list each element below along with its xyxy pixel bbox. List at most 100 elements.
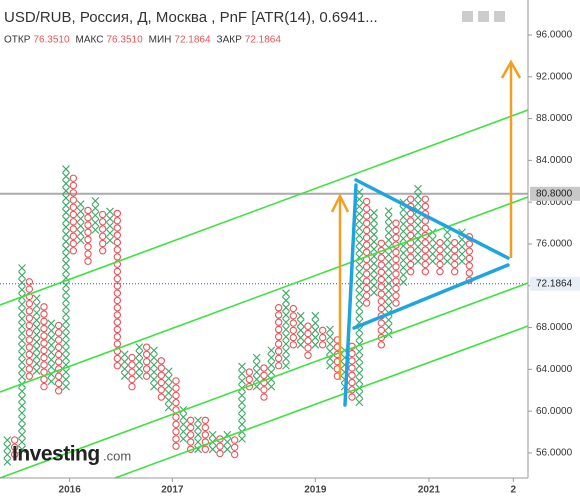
- o-box: [230, 450, 239, 459]
- o-box: [436, 246, 444, 254]
- o-box: [392, 219, 400, 227]
- o-box: [436, 267, 444, 276]
- o-box: [421, 260, 430, 269]
- o-box: [113, 354, 122, 363]
- o-box: [392, 255, 400, 264]
- o-box: [348, 371, 356, 380]
- o-box: [84, 235, 92, 244]
- o-box: [25, 357, 34, 366]
- x-box: [18, 322, 26, 330]
- o-box: [436, 238, 444, 247]
- x-box: [355, 224, 364, 233]
- x-box: [150, 346, 158, 355]
- x-box: [32, 367, 41, 375]
- icon[interactable]: [478, 11, 489, 22]
- icon[interactable]: [494, 11, 505, 22]
- x-box: [194, 438, 202, 446]
- o-box: [25, 350, 34, 359]
- x-column: [164, 367, 173, 412]
- o-box: [98, 239, 107, 248]
- o-box: [201, 416, 210, 424]
- x-box: [355, 304, 364, 312]
- x-box: [18, 394, 26, 403]
- o-box: [377, 275, 386, 284]
- x-box: [194, 416, 202, 425]
- o-box: [421, 246, 430, 254]
- x-box: [62, 382, 70, 391]
- x-box: [326, 325, 334, 334]
- x-box: [384, 323, 393, 332]
- x-box: [62, 288, 70, 297]
- o-box: [157, 378, 166, 387]
- o-box: [304, 344, 312, 352]
- x-box: [32, 294, 41, 303]
- o-column: [289, 304, 298, 349]
- x-box: [62, 317, 70, 326]
- o-box: [113, 318, 122, 326]
- x-box: [428, 235, 437, 244]
- o-box: [362, 263, 371, 271]
- o-box: [69, 239, 78, 248]
- y-tick-label: 56.0000: [536, 448, 573, 459]
- icon[interactable]: [462, 11, 473, 22]
- x-box: [91, 226, 100, 234]
- x-box: [62, 186, 70, 195]
- o-box: [392, 270, 400, 278]
- o-box: [69, 203, 78, 211]
- x-box: [3, 443, 12, 452]
- x-box: [91, 211, 100, 220]
- x-box: [267, 360, 276, 369]
- arrow-head: [500, 59, 522, 79]
- o-box: [172, 427, 180, 436]
- o-box: [186, 423, 195, 432]
- x-box: [296, 326, 305, 335]
- x-box: [18, 285, 26, 294]
- x-box: [150, 353, 158, 362]
- x-box: [370, 259, 378, 268]
- x-box: [443, 242, 452, 251]
- o-box: [362, 212, 371, 220]
- o-box: [377, 254, 386, 262]
- o-box: [450, 260, 459, 269]
- x-box: [399, 256, 408, 265]
- o-box: [84, 243, 92, 251]
- price-label: 72.1864: [536, 278, 573, 289]
- o-box: [84, 221, 92, 229]
- x-box: [267, 382, 276, 391]
- x-box: [414, 228, 422, 237]
- x-box: [62, 302, 70, 311]
- x-box: [355, 267, 364, 276]
- o-box: [54, 350, 63, 359]
- x-box: [238, 398, 246, 407]
- o-box: [113, 362, 122, 370]
- x-box: [179, 420, 188, 429]
- x-box: [370, 245, 378, 253]
- ohlc-value: 72.1864: [174, 35, 211, 46]
- o-box: [157, 393, 166, 401]
- x-box: [18, 351, 26, 359]
- channel-line: [0, 196, 529, 393]
- o-box: [128, 368, 136, 376]
- o-box: [40, 339, 48, 347]
- x-box: [384, 279, 393, 288]
- o-box: [40, 317, 48, 326]
- o-column: [260, 364, 268, 401]
- x-box: [18, 314, 26, 323]
- x-tick-label: 2021: [418, 485, 441, 496]
- y-tick-label: 88.0000: [536, 113, 573, 124]
- logo-name: Investing: [12, 443, 100, 466]
- o-box: [450, 253, 459, 261]
- x-box: [355, 391, 364, 399]
- o-box: [406, 267, 415, 276]
- x-box: [47, 333, 56, 342]
- x-box: [414, 199, 422, 208]
- x-box: [238, 376, 246, 385]
- y-tick-label: 60.0000: [536, 406, 573, 417]
- o-box: [465, 269, 474, 277]
- o-box: [436, 253, 444, 261]
- x-box: [135, 350, 144, 359]
- x-box: [355, 202, 364, 211]
- o-box: [113, 224, 122, 232]
- o-box: [69, 174, 78, 182]
- o-box: [406, 246, 415, 254]
